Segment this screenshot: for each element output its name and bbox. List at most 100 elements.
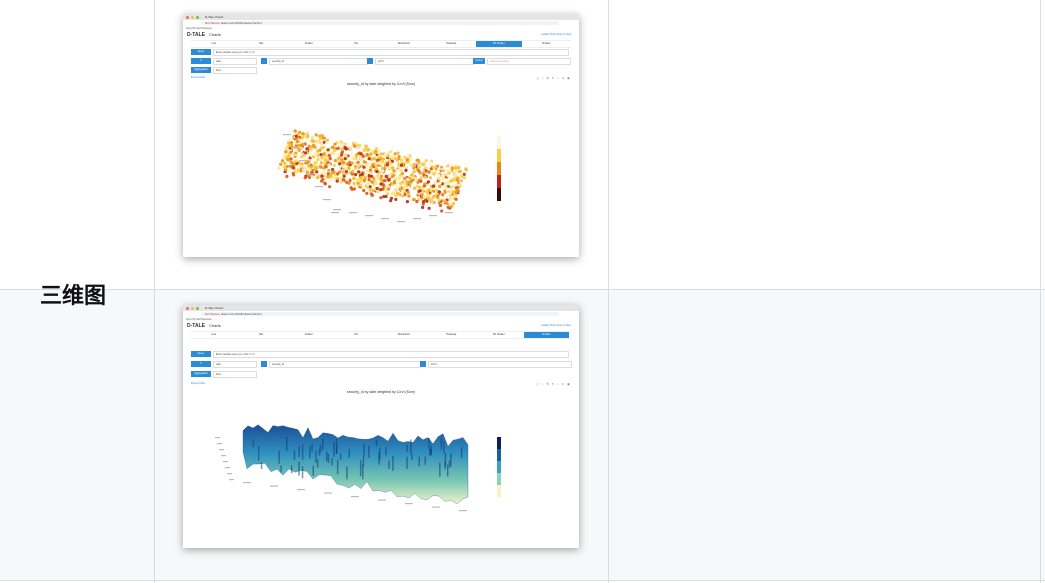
scatter-point <box>448 193 452 197</box>
scatter-point <box>424 169 428 173</box>
scatter-point <box>391 166 395 170</box>
scatter-point <box>308 149 312 154</box>
scatter-point <box>327 175 332 179</box>
scatter-point <box>437 198 441 202</box>
scatter-point <box>379 182 383 186</box>
scatter-point <box>378 188 383 192</box>
tick-mark <box>323 199 331 201</box>
scatter-point <box>394 197 398 201</box>
scatter-point <box>333 176 337 180</box>
surface-plot <box>215 424 501 512</box>
colorbar-segment <box>497 437 501 449</box>
scatter-point <box>398 193 402 197</box>
scatter-point <box>349 171 353 175</box>
scatter-point <box>279 162 283 166</box>
tab-wordcloud: Wordcloud <box>397 42 410 45</box>
scatter-point <box>342 172 346 176</box>
z-select: CoVt <box>375 58 474 65</box>
scatter-point <box>341 178 346 182</box>
scatter-point <box>439 167 444 171</box>
scatter-point <box>319 153 323 157</box>
scatter-point <box>277 166 281 170</box>
scatter-point <box>299 155 303 159</box>
surface-peak <box>278 450 280 464</box>
scatter-point <box>320 179 324 183</box>
scatter-point <box>358 143 362 148</box>
scatter-point <box>402 186 406 190</box>
scatter-point <box>388 161 392 165</box>
tab-scatter: Scatter <box>304 333 313 336</box>
query-input: Enter pandas query (ex: col1 == 1) <box>213 49 569 56</box>
scatter-point <box>294 159 298 163</box>
tab-line: Line <box>211 42 217 45</box>
query-button: Query <box>191 351 211 357</box>
tick-mark <box>215 437 220 439</box>
scatter-point <box>396 168 400 172</box>
tick-mark <box>324 492 332 494</box>
scatter-point <box>347 181 351 185</box>
scatter-point <box>415 199 419 204</box>
surface-peak <box>309 446 311 459</box>
scatter-point <box>344 169 348 173</box>
query-row: Query Enter pandas query (ex: col1 == 1) <box>191 49 571 56</box>
scatter-point <box>400 171 404 175</box>
scatter-point <box>375 158 379 162</box>
scatter-point <box>405 200 409 204</box>
scatter-point <box>315 166 319 170</box>
scatter-point <box>415 184 419 188</box>
tick-mark <box>349 212 357 214</box>
x-axis-ticks <box>333 209 453 223</box>
scatter-point <box>412 170 416 174</box>
scatter-point <box>384 174 388 178</box>
scatter-point <box>368 188 372 192</box>
tick-mark <box>459 510 467 512</box>
scatter-point <box>374 181 378 186</box>
scatter-point <box>448 188 452 192</box>
scatter-point <box>364 154 368 158</box>
scatter-point <box>443 193 447 198</box>
column-divider <box>608 0 609 583</box>
tab-line: Line <box>211 333 217 336</box>
x-axis-ticks <box>243 482 467 512</box>
scatter-point <box>398 181 403 185</box>
scatter-point <box>365 191 369 195</box>
scatter-point <box>291 166 295 170</box>
scatter-point <box>454 197 458 201</box>
scatter-point <box>457 183 461 187</box>
maximize-window-icon <box>196 306 199 310</box>
screenshot-surface: D-Tale Charts Not Secure dtale.host:4000… <box>183 305 579 548</box>
scatter-point <box>314 133 318 137</box>
scatter-point <box>305 147 309 151</box>
plot-toolbar: ◻ ⌕ ✥ ↻ ⌂ ◎ ▣ <box>536 76 571 80</box>
scatter-point <box>313 141 317 145</box>
colorbar <box>497 437 501 497</box>
scatter-point <box>419 185 423 189</box>
scatter-point <box>420 192 424 196</box>
surface-peak <box>280 465 282 473</box>
scatter-point <box>412 197 416 202</box>
scatter-point <box>330 151 334 155</box>
scatter-point <box>374 164 378 168</box>
scatter-point <box>437 177 441 181</box>
scatter-point <box>382 195 386 199</box>
scatter-point <box>369 177 374 181</box>
scatter-point <box>322 140 326 144</box>
surface-peak <box>362 456 365 467</box>
scatter-point <box>403 155 407 159</box>
surface-peak <box>428 438 430 449</box>
z-button <box>420 361 426 367</box>
scatter-point <box>447 182 451 186</box>
scatter-point <box>352 144 357 148</box>
colorbar-segment <box>497 136 501 149</box>
surface-peak <box>392 456 394 471</box>
scatter-point <box>385 158 389 163</box>
scatter-point <box>296 168 301 172</box>
chart-type-tabs: Line Bar Scatter Pie Wordcloud Heatmap 3D Scat… <box>191 40 571 48</box>
surface-peak <box>260 462 263 469</box>
scatter-point <box>338 170 342 174</box>
scatter-point <box>436 195 440 199</box>
scatter-point <box>417 197 421 202</box>
tick-mark <box>445 212 453 214</box>
surface-peak <box>443 441 445 454</box>
scatter-point <box>297 132 301 136</box>
